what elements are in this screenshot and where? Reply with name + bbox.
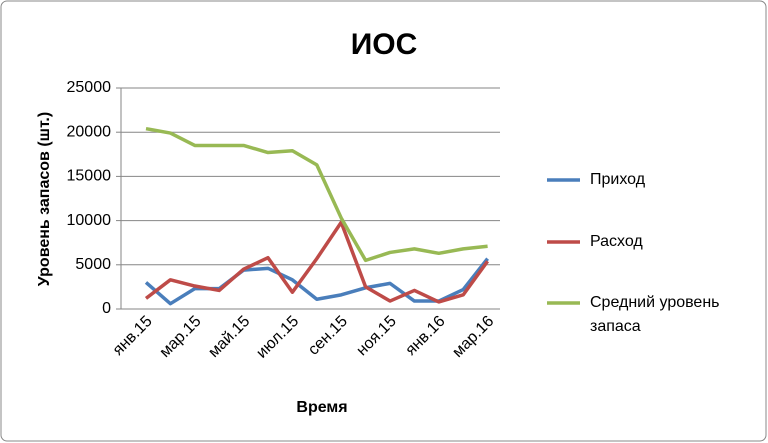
legend-label: Приход [590, 171, 646, 188]
y-tick-label: 10000 [67, 212, 112, 229]
y-tick-label: 25000 [67, 79, 112, 96]
legend-label: Средний уровень запаса [590, 294, 720, 335]
chart-title: ИОС [351, 28, 418, 61]
x-axis-label: Время [296, 399, 347, 416]
y-axis-label: Уровень запасов (шт.) [36, 112, 53, 286]
y-tick-label: 0 [102, 300, 111, 317]
y-tick-label: 20000 [67, 123, 112, 140]
y-tick-label: 5000 [75, 256, 111, 273]
series-line [144, 220, 490, 304]
y-tick-label: 15000 [67, 168, 112, 185]
legend-label: Расход [590, 233, 643, 250]
series-line [145, 126, 488, 263]
